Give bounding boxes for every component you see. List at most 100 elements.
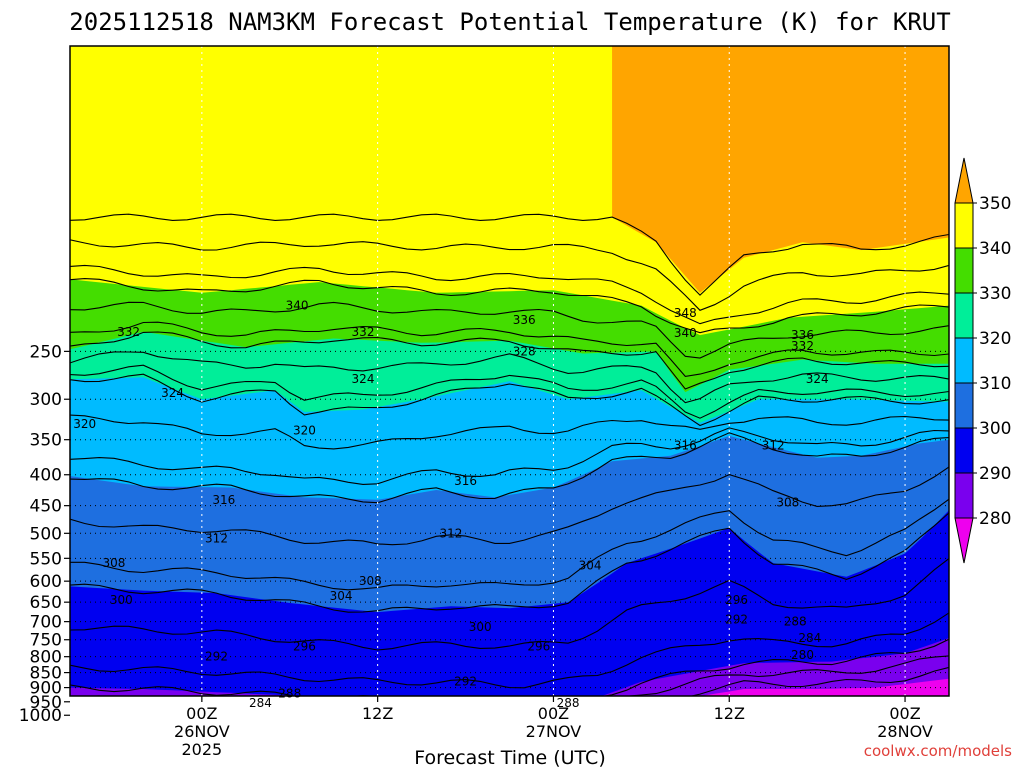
contour-label: 348 <box>674 306 697 320</box>
contour-label: 328 <box>513 344 536 358</box>
colorbar-segment <box>954 337 974 384</box>
contour-label: 312 <box>439 526 462 540</box>
y-tick-label: 900 <box>30 679 62 699</box>
colorbar-legend: 350 340 330 320 310 300 290 280 <box>954 157 1011 564</box>
contour-label: 324 <box>352 372 375 386</box>
x-axis-label: Forecast Time (UTC) <box>414 747 605 768</box>
contour-label: 308 <box>359 574 382 588</box>
colorbar-bottom-arrow <box>954 517 974 564</box>
contour-label: 304 <box>579 558 602 572</box>
band-below-280 <box>70 678 949 696</box>
x-tick-date: 26NOV <box>174 722 230 741</box>
plot-area <box>70 46 949 696</box>
contour-label: 324 <box>161 386 184 400</box>
isentrope-line <box>70 558 949 651</box>
contour-label: 308 <box>102 556 125 570</box>
isentrope-line <box>83 655 949 696</box>
y-tick-label: 300 <box>30 390 62 410</box>
isentrope-line <box>70 373 949 427</box>
y-tick-label: 400 <box>30 466 62 486</box>
isentrope-line <box>70 301 949 359</box>
contour-label: 320 <box>293 424 316 438</box>
credit-text: coolwx.com/models <box>864 742 1012 760</box>
colorbar-label: 310 <box>979 374 1011 394</box>
y-tick-label: 750 <box>30 631 62 651</box>
x-tick-time: 00Z <box>889 704 920 723</box>
isentrope-line <box>70 213 949 296</box>
isentrope-line <box>70 331 949 390</box>
y-tick-label: 950 <box>30 693 62 713</box>
x-tick-time: 12Z <box>714 704 745 723</box>
y-tick-label: 250 <box>30 342 62 362</box>
contour-label: 288 <box>278 686 301 700</box>
contour-label: 292 <box>725 613 748 627</box>
isentrope-line <box>70 432 949 504</box>
isentrope-line <box>689 666 949 696</box>
colorbar-segment <box>954 427 974 474</box>
contour-label: 284 <box>249 696 272 710</box>
contour-label: 340 <box>286 299 309 313</box>
contour-label: 296 <box>725 593 748 607</box>
colorbar-label: 290 <box>979 464 1011 484</box>
isentrope-line <box>70 351 949 404</box>
isentrope-line <box>70 321 949 377</box>
colorbar-segment <box>954 472 974 519</box>
colorbar-segment <box>954 247 974 294</box>
colorbar-segment <box>954 292 974 339</box>
contour-label: 288 <box>784 615 807 629</box>
y-tick-label: 650 <box>30 593 62 613</box>
colorbar-top-arrow <box>954 157 974 204</box>
isentrope-line <box>70 364 949 419</box>
x-tick-time: 12Z <box>362 704 393 723</box>
colorbar-label: 280 <box>979 509 1011 529</box>
contour-label: 336 <box>513 313 536 327</box>
contour-label: 296 <box>293 640 316 654</box>
isentrope-line <box>70 512 949 613</box>
contour-label: 312 <box>762 439 785 453</box>
contour-label: 292 <box>205 650 228 664</box>
contour-label: 316 <box>674 439 697 453</box>
colorbar-label: 320 <box>979 329 1011 349</box>
y-tick-label: 450 <box>30 497 62 517</box>
isentrope-line <box>70 278 949 334</box>
contour-label: 340 <box>674 326 697 340</box>
isentrope-line <box>70 414 949 450</box>
contour-label: 308 <box>776 496 799 510</box>
x-tick-time: 00Z <box>538 704 569 723</box>
contour-label: 332 <box>352 325 375 339</box>
colorbar-label: 340 <box>979 239 1011 259</box>
isentrope-line <box>70 264 949 325</box>
contour-label: 324 <box>806 372 829 386</box>
isentrope-line <box>70 612 949 689</box>
y-axis: 2503003504004505005506006507007508008509… <box>19 342 70 726</box>
contour-label: 312 <box>205 532 228 546</box>
contour-label: 280 <box>791 648 814 662</box>
y-tick-label: 500 <box>30 524 62 544</box>
grid-lines <box>70 46 949 696</box>
contour-label: 292 <box>454 675 477 689</box>
y-tick-label: 800 <box>30 648 62 668</box>
y-tick-label: 600 <box>30 572 62 592</box>
isentrope-lines <box>70 213 949 696</box>
contour-label: 288 <box>557 696 580 710</box>
contour-label: 316 <box>212 493 235 507</box>
plot-frame <box>69 45 950 697</box>
x-tick-year: 2025 <box>181 740 222 759</box>
colorbar-label: 350 <box>979 194 1011 214</box>
colorbar-segment <box>954 382 974 429</box>
colorbar-segment <box>954 202 974 249</box>
x-tick-time: 00Z <box>186 704 217 723</box>
contour-label: 320 <box>73 417 96 431</box>
y-tick-label: 850 <box>30 664 62 684</box>
contour-label: 332 <box>791 339 814 353</box>
colorbar-label: 300 <box>979 419 1011 439</box>
y-tick-label: 1000 <box>19 706 62 726</box>
band-below-290 <box>70 638 949 696</box>
chart-title: 2025112518 NAM3KM Forecast Potential Tem… <box>69 8 950 36</box>
contour-label: 296 <box>527 640 550 654</box>
isentrope-line <box>70 466 949 546</box>
x-tick-date: 28NOV <box>877 722 933 741</box>
